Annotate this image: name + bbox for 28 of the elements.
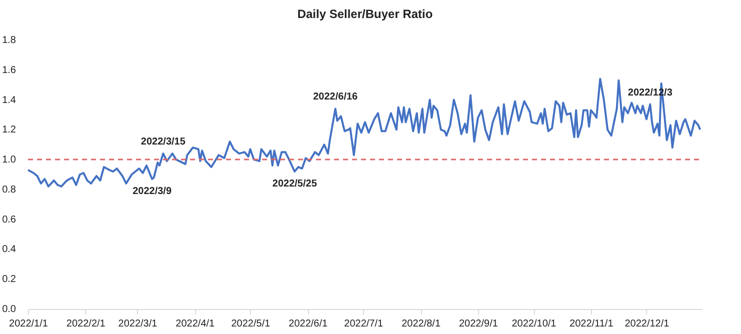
y-tick-label: 0.6 xyxy=(2,214,16,226)
x-tick-label: 2022/4/1 xyxy=(176,318,216,330)
y-tick-label: 1.0 xyxy=(2,154,16,166)
x-tick-label: 2022/3/1 xyxy=(118,318,158,330)
annotation: 2022/3/15 xyxy=(140,136,186,148)
y-tick-label: 1.4 xyxy=(2,94,16,106)
line-series xyxy=(27,78,702,188)
x-tick-label: 2022/1/1 xyxy=(9,318,48,330)
y-tick-label: 0.0 xyxy=(2,304,16,315)
chart-title: Daily Seller/Buyer Ratio xyxy=(297,7,433,21)
y-tick-label: 0.8 xyxy=(2,184,16,196)
x-tick-label: 2022/9/1 xyxy=(458,318,498,330)
x-tick-label: 2022/12/1 xyxy=(624,318,670,330)
x-tick-label: 2022/7/1 xyxy=(344,318,384,330)
x-tick-label: 2022/6/1 xyxy=(288,318,328,330)
y-tick-label: 0.4 xyxy=(2,244,16,256)
annotation: 2022/5/25 xyxy=(272,178,318,190)
y-tick-label: 0.2 xyxy=(2,274,16,286)
annotation: 2022/6/16 xyxy=(313,92,358,103)
x-tick-label: 2022/5/1 xyxy=(231,318,271,330)
y-tick-label: 1.6 xyxy=(2,64,16,76)
x-tick-label: 2022/8/1 xyxy=(402,318,441,330)
x-tick-label: 2022/10/1 xyxy=(512,318,557,330)
annotation: 2022/3/9 xyxy=(132,186,172,197)
y-tick-label: 1.8 xyxy=(2,35,16,46)
y-tick-label: 1.2 xyxy=(2,124,16,136)
x-tick-label: 2022/11/1 xyxy=(570,318,614,330)
x-tick-label: 2022/2/1 xyxy=(66,318,106,330)
